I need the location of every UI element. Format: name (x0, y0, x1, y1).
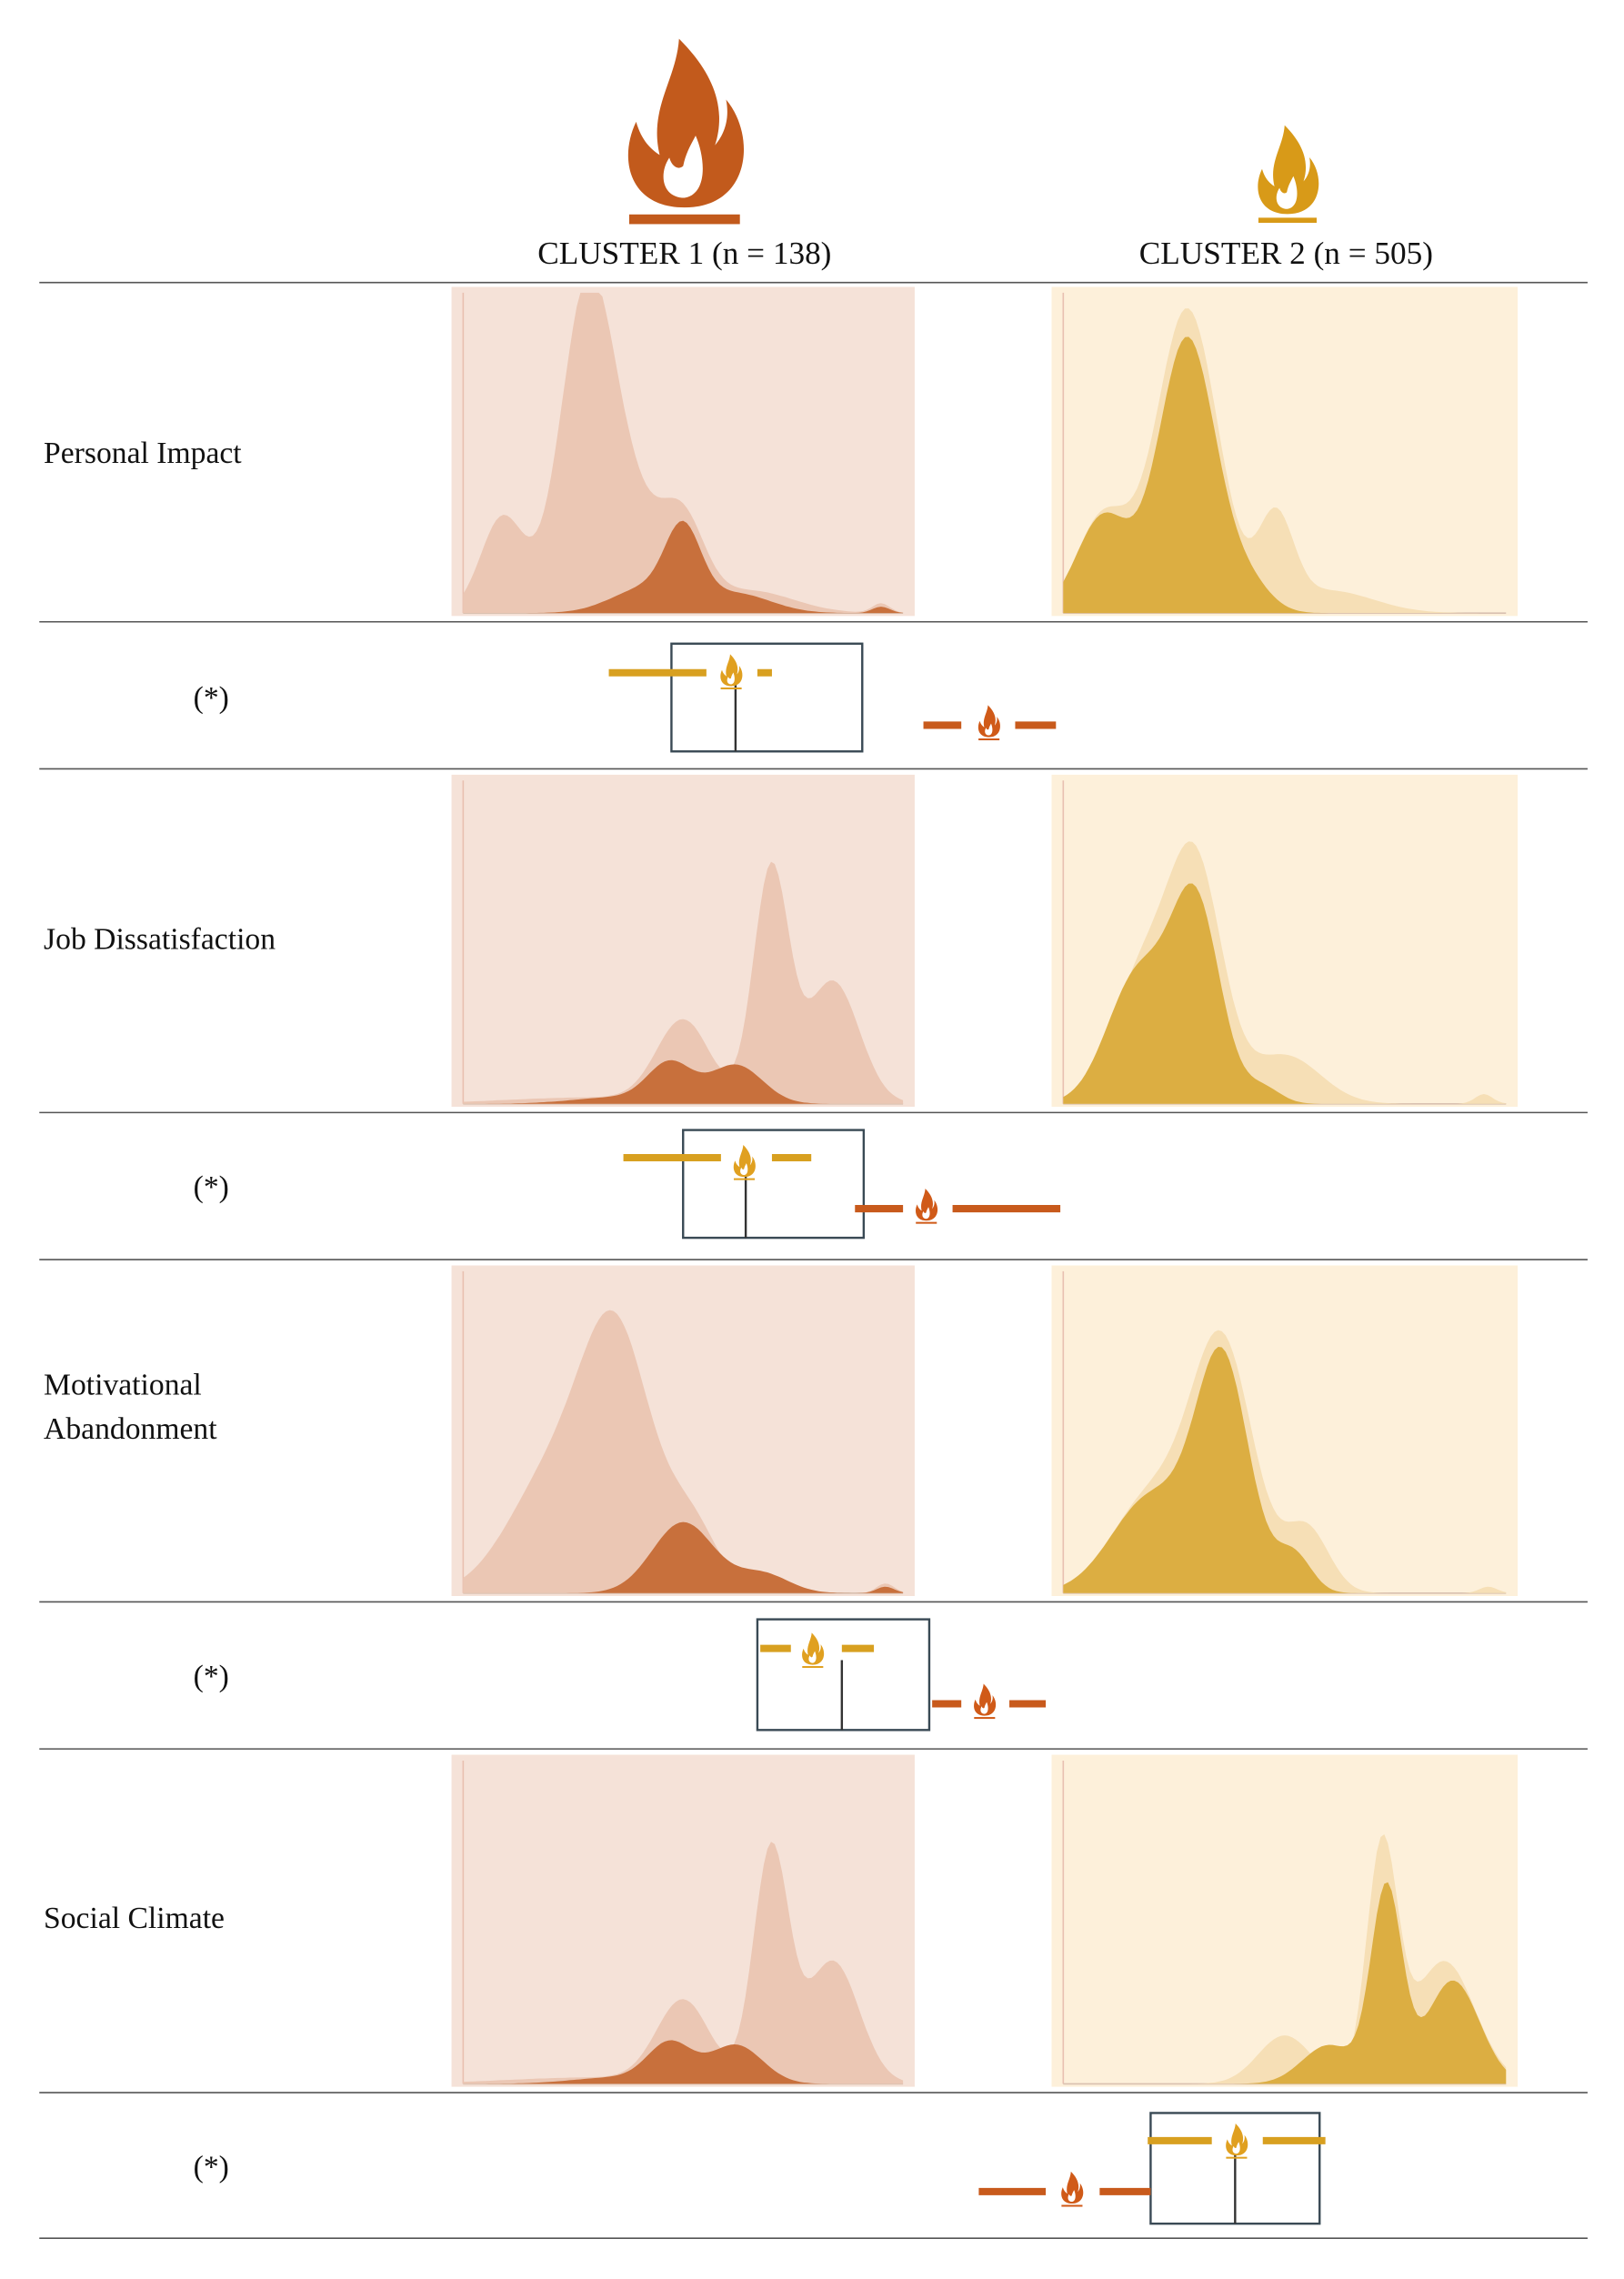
box (682, 1129, 866, 1240)
cluster2-icon (1258, 125, 1319, 223)
density-dark (463, 2040, 904, 2084)
row-label: Motivational (44, 1369, 202, 1402)
density-dark (1063, 1347, 1507, 1593)
row-note: (*) (194, 1170, 229, 1204)
density-dark (1063, 336, 1507, 614)
density-dark (1063, 883, 1507, 1104)
density-dark (463, 520, 904, 614)
density-light (463, 1842, 904, 2084)
flame-icon (1061, 2171, 1084, 2207)
column-header: CLUSTER 2 (n = 505) (1139, 236, 1433, 271)
box (756, 1618, 931, 1732)
density-light (463, 1310, 904, 1593)
row-label: Abandonment (44, 1412, 217, 1446)
row-note: (*) (194, 681, 229, 715)
density-dark (463, 1059, 904, 1104)
row-label: Personal Impact (44, 437, 242, 470)
flame-icon (915, 1189, 938, 1224)
row-label: Social Climate (44, 1902, 225, 1935)
flame-icon (974, 1683, 997, 1720)
density-light (463, 292, 904, 614)
density-dark (1063, 1882, 1507, 2084)
row-note: (*) (194, 1660, 229, 1693)
box (670, 642, 864, 753)
row-label: Job Dissatisfaction (44, 923, 276, 957)
row-note: (*) (194, 2151, 229, 2184)
density-light (463, 861, 904, 1104)
cluster1-icon (627, 38, 745, 225)
density-dark (463, 1521, 904, 1593)
column-header: CLUSTER 1 (n = 138) (537, 236, 831, 271)
flame-icon (977, 705, 1000, 741)
